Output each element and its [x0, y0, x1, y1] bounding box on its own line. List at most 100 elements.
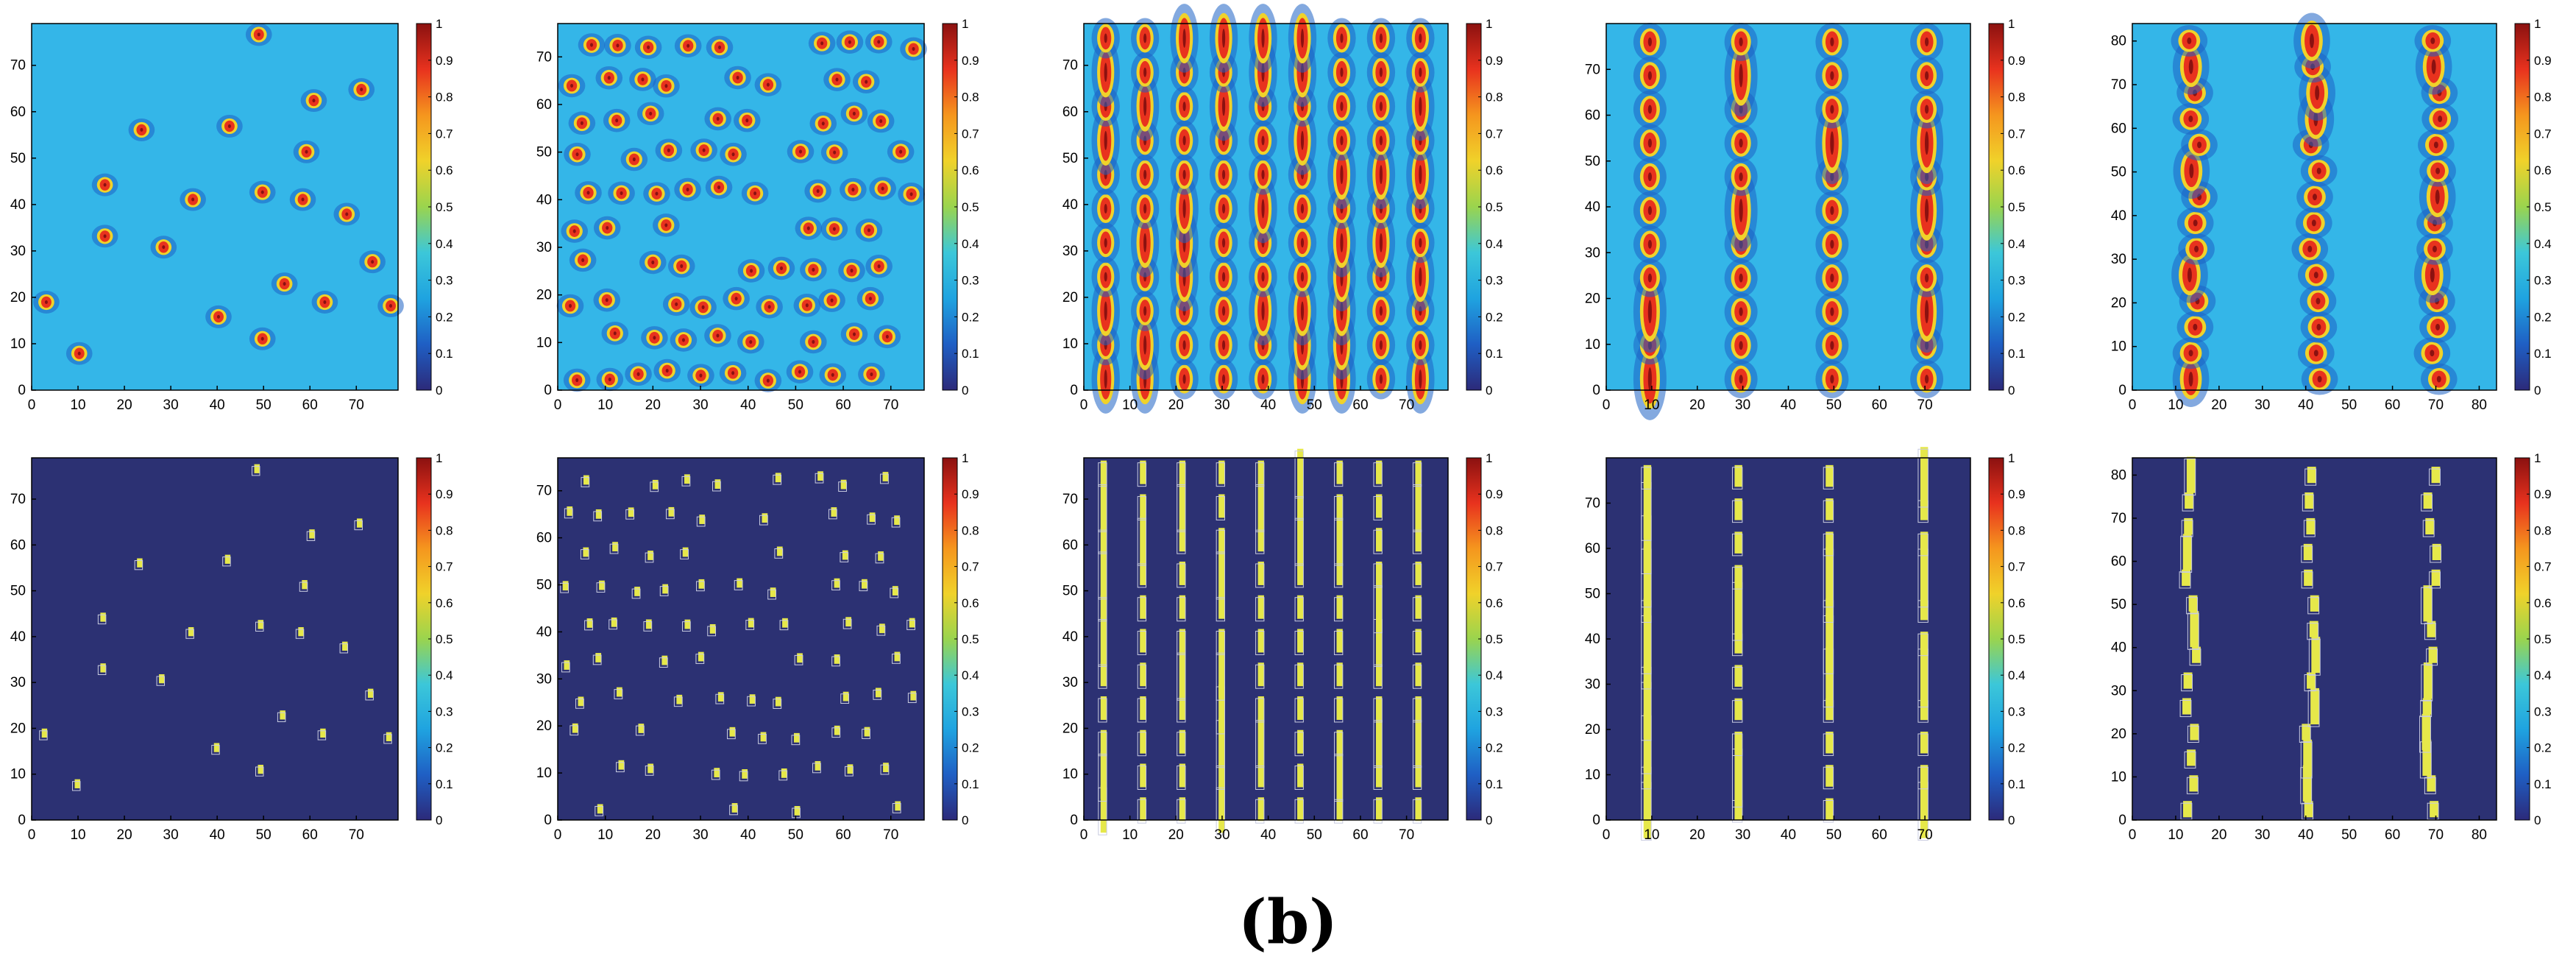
bottom-2-xtick-label: 60 [835, 827, 851, 843]
top-3-spot-center [1379, 233, 1383, 252]
top-2-xtick-label: 60 [835, 397, 851, 413]
bottom-5-marker [2187, 749, 2196, 766]
bottom-3-marker-outline [1098, 551, 1107, 600]
top-5-ytick-label: 60 [2111, 121, 2126, 136]
top-2-ytick-label: 50 [536, 145, 552, 160]
bottom-2-marker [731, 803, 738, 813]
bottom-4-colorbar-label: 0.8 [2008, 523, 2026, 537]
bottom-3-marker [1415, 460, 1422, 484]
bottom-4-ytick-label: 60 [1585, 541, 1600, 556]
top-5-spot-center [2435, 167, 2441, 174]
bottom-3-colorbar-label: 0.9 [1486, 487, 1503, 501]
top-3-colorbar-label: 0.1 [1486, 347, 1503, 361]
top-3-spot-center [1222, 204, 1226, 213]
bottom-1-colorbar-label: 0.8 [436, 523, 453, 537]
bottom-4-ytick-label: 0 [1592, 813, 1600, 828]
top-2-spot-center [805, 303, 809, 308]
top-4-colorbar-label: 0.3 [2008, 274, 2026, 288]
bottom-5-marker-outline [2181, 674, 2193, 692]
bottom-5-marker-outline [2420, 699, 2433, 718]
top-5-spot-center [2197, 141, 2202, 149]
bottom-2-marker [875, 688, 881, 698]
top-3-spot-center [1143, 335, 1147, 355]
bottom-3-marker-outline [1216, 787, 1225, 835]
bottom-2-ytick-label: 50 [536, 578, 552, 593]
bottom-2-marker-outline [906, 620, 915, 630]
bottom-3-marker-outline [1216, 765, 1225, 790]
top-1-spot-center [191, 197, 195, 202]
bottom-2-marker-outline [575, 698, 584, 709]
bottom-3-xtick-label: 0 [1080, 827, 1088, 843]
bottom-2-colorbar-label: 0.9 [962, 487, 979, 501]
bottom-4-xtick-label: 20 [1689, 827, 1705, 843]
top-3-ytick-label: 70 [1062, 58, 1078, 74]
bottom-5-marker-outline [2179, 571, 2191, 589]
bottom-4-marker-outline [1917, 733, 1929, 756]
bottom-1-marker-outline [339, 643, 349, 654]
top-1-xtick-label: 20 [117, 397, 132, 413]
bottom-1-marker [159, 674, 165, 684]
bottom-2-marker [597, 804, 603, 814]
top-4-spot-center [1647, 138, 1652, 148]
top-3-xtick-label: 0 [1080, 397, 1088, 413]
bottom-3-marker [1375, 617, 1383, 665]
top-2-colorbar-label: 0.5 [962, 200, 979, 214]
bottom-2-marker-outline [608, 619, 617, 630]
bottom-3-marker [1257, 528, 1264, 552]
bottom-3-ytick-label: 50 [1062, 584, 1078, 599]
top-2-spot-center [589, 43, 593, 47]
bottom-2-panel: 0 10 20 30 40 50 60 70 0 10 20 30 40 50 60 70 0 0.1 0.2 0.3… [536, 451, 979, 843]
top-2-spot-center [899, 149, 903, 154]
bottom-5-marker [2421, 713, 2431, 751]
bottom-5-marker [2307, 467, 2316, 484]
top-2-ytick-label: 70 [536, 49, 552, 65]
bottom-5-marker [2427, 621, 2436, 637]
bottom-3-marker [1140, 516, 1146, 564]
bottom-5-marker-outline [2304, 468, 2317, 486]
bottom-4-xtick-label: 60 [1872, 827, 1887, 843]
bottom-1-xtick-label: 50 [256, 827, 272, 843]
top-2-spot-center [620, 191, 623, 196]
top-5-colorbar-label: 1 [2534, 17, 2541, 31]
bottom-1-marker [74, 779, 80, 788]
bottom-2-marker [578, 696, 584, 707]
top-3-spot-center [1340, 33, 1344, 43]
bottom-5-xtick-label: 40 [2298, 827, 2313, 843]
bottom-3-marker-outline [1137, 597, 1147, 622]
top-4-spot-center [1647, 239, 1652, 249]
bottom-1-marker [224, 554, 231, 564]
bottom-2-colorbar-label: 0.2 [962, 741, 979, 755]
bottom-3-marker-outline [1412, 720, 1422, 768]
top-3-spot-center [1419, 165, 1422, 185]
top-2-spot-center [877, 264, 881, 269]
bottom-2-marker-outline [767, 589, 776, 600]
bottom-4-colorbar-label: 0.5 [2008, 632, 2026, 646]
bottom-3-marker [1140, 494, 1146, 518]
bottom-5-marker-outline [2421, 664, 2433, 701]
bottom-1-marker [386, 732, 392, 741]
bottom-2-marker-outline [645, 552, 654, 563]
bottom-3-marker [1415, 595, 1422, 619]
bottom-2-marker [661, 655, 668, 665]
bottom-2-marker-outline [673, 696, 683, 707]
bottom-5-colorbar-label: 0.3 [2534, 704, 2552, 718]
top-1-spot-center [260, 336, 264, 341]
bottom-2-marker [883, 763, 889, 772]
bottom-1-plot-area [32, 458, 398, 820]
bottom-1-colorbar-label: 0.7 [436, 560, 453, 574]
bottom-4-marker [1825, 698, 1834, 721]
bottom-2-marker-outline [596, 582, 606, 593]
bottom-3-marker [1218, 595, 1225, 619]
top-1-colorbar-label: 0.3 [436, 274, 453, 288]
top-4-colorbar-label: 0 [2008, 384, 2015, 397]
bottom-4-colorbar-label: 0.4 [2008, 668, 2026, 682]
top-5-panel: 0 10 20 30 40 50 60 70 80 0 10 20 30 40 50 60 70 80 0 0.1 0.… [2111, 13, 2552, 413]
top-3-spot-center [1104, 63, 1107, 82]
top-3-colorbar-label: 1 [1486, 17, 1492, 31]
bottom-3-marker [1375, 583, 1383, 631]
top-4-spot-center [1739, 199, 1743, 222]
bottom-4-marker-outline [1823, 533, 1834, 556]
bottom-3-marker [1415, 797, 1422, 821]
bottom-1-colorbar-label: 0.9 [436, 487, 453, 501]
